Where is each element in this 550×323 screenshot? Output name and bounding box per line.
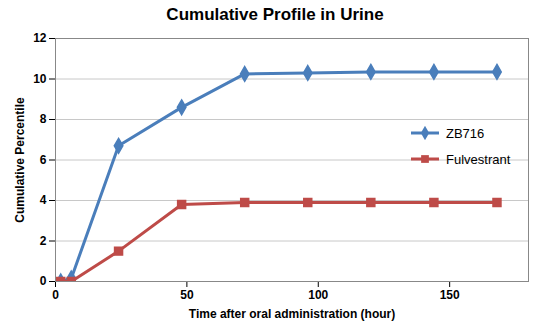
svg-text:150: 150 (440, 288, 460, 302)
svg-text:100: 100 (308, 288, 328, 302)
svg-text:4: 4 (40, 193, 47, 207)
svg-text:0: 0 (52, 288, 59, 302)
html-text:Cumulative Profile in Urine: Cumulative Profile in Urine (166, 5, 384, 24)
svg-text:2: 2 (40, 234, 47, 248)
svg-text:6: 6 (40, 153, 47, 167)
svg-text:10: 10 (33, 72, 47, 86)
svg-text:8: 8 (40, 112, 47, 126)
svg-text:50: 50 (180, 288, 194, 302)
svg-text:0: 0 (40, 274, 47, 288)
html-text:Fulvestrant: Fulvestrant (446, 151, 511, 167)
svg-text:Cumulative Percentile: Cumulative Percentile (13, 97, 27, 223)
svg-text:12: 12 (33, 31, 47, 45)
html-text:ZB716: ZB716 (446, 125, 485, 141)
svg-text:Time after oral administration: Time after oral administration (hour) (189, 307, 395, 321)
